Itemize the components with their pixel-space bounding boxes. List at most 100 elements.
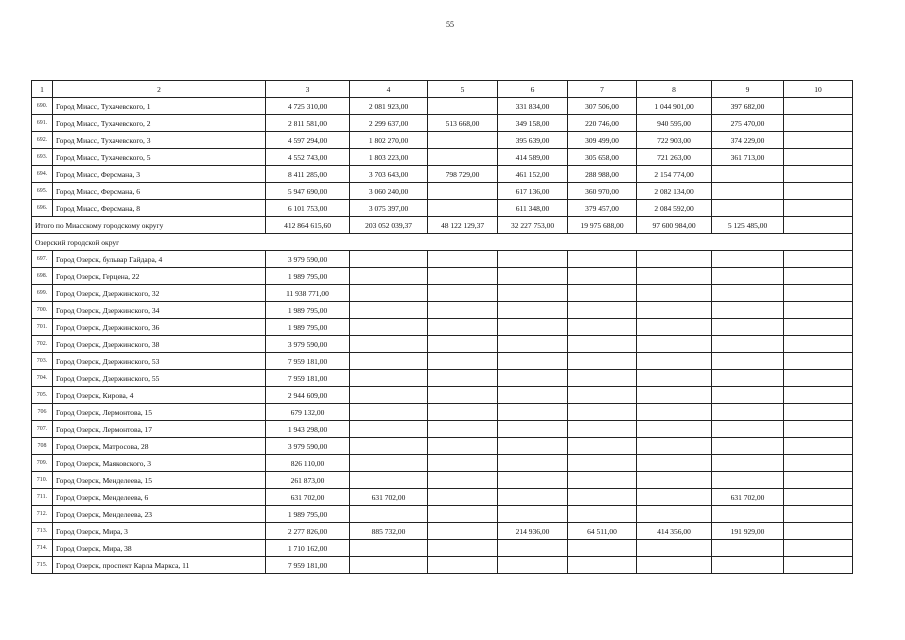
value-cell — [636, 301, 712, 319]
header-row: 1 2 3 4 5 6 7 8 9 10 — [31, 80, 853, 98]
column-header: 7 — [567, 80, 637, 98]
value-cell: 1 044 901,00 — [636, 97, 712, 115]
value-cell — [349, 267, 428, 285]
value-cell: 461 152,00 — [497, 165, 568, 183]
table-row: 698. Город Озерск, Герцена, 22 1 989 795,0… — [31, 267, 853, 285]
value-cell — [711, 539, 784, 557]
value-cell: 397 682,00 — [711, 97, 784, 115]
table-row: 707. Город Озерск, Лермонтова, 17 1 943 29… — [31, 420, 853, 438]
value-cell — [783, 522, 853, 540]
total-label: Итого по Миасскому городскому округу — [31, 216, 266, 234]
value-cell — [711, 165, 784, 183]
row-number: 714. — [31, 539, 53, 557]
value-cell: 379 457,00 — [567, 199, 637, 217]
value-cell — [567, 505, 637, 523]
column-header: 4 — [349, 80, 428, 98]
table-row: 699. Город Озерск, Дзержинского, 32 11 938… — [31, 284, 853, 302]
column-header: 1 — [31, 80, 53, 98]
value-cell — [636, 437, 712, 455]
row-number: 715. — [31, 556, 53, 574]
value-cell — [349, 403, 428, 421]
value-cell: 3 979 590,00 — [265, 437, 350, 455]
value-cell: 331 834,00 — [497, 97, 568, 115]
section-row: Озерский городской округ — [31, 233, 853, 251]
value-cell — [711, 301, 784, 319]
value-cell — [711, 250, 784, 268]
address-cell: Город Миасс, Тухачевского, 1 — [52, 97, 266, 115]
value-cell — [427, 250, 498, 268]
value-cell — [783, 148, 853, 166]
row-number: 713. — [31, 522, 53, 540]
value-cell: 940 595,00 — [636, 114, 712, 132]
value-cell — [427, 437, 498, 455]
value-cell — [497, 335, 568, 353]
value-cell — [427, 301, 498, 319]
total-value: 32 227 753,00 — [497, 216, 568, 234]
address-cell: Город Озерск, Дзержинского, 55 — [52, 369, 266, 387]
address-cell: Город Озерск, Герцена, 22 — [52, 267, 266, 285]
value-cell: 721 263,00 — [636, 148, 712, 166]
value-cell: 360 970,00 — [567, 182, 637, 200]
value-cell — [427, 352, 498, 370]
total-value: 48 122 129,37 — [427, 216, 498, 234]
value-cell: 2 084 592,00 — [636, 199, 712, 217]
row-number: 701. — [31, 318, 53, 336]
value-cell — [497, 454, 568, 472]
value-cell — [783, 131, 853, 149]
total-value — [783, 216, 853, 234]
value-cell — [497, 352, 568, 370]
value-cell — [711, 505, 784, 523]
address-cell: Город Озерск, бульвар Гайдара, 4 — [52, 250, 266, 268]
value-cell: 611 348,00 — [497, 199, 568, 217]
row-number: 692. — [31, 131, 53, 149]
value-cell — [427, 131, 498, 149]
address-cell: Город Озерск, Матросова, 28 — [52, 437, 266, 455]
value-cell — [636, 539, 712, 557]
value-cell — [497, 488, 568, 506]
value-cell: 361 713,00 — [711, 148, 784, 166]
value-cell — [783, 267, 853, 285]
row-number: 702. — [31, 335, 53, 353]
value-cell — [636, 267, 712, 285]
value-cell: 64 511,00 — [567, 522, 637, 540]
value-cell — [427, 369, 498, 387]
table-row: 700. Город Озерск, Дзержинского, 34 1 989 … — [31, 301, 853, 319]
value-cell: 798 729,00 — [427, 165, 498, 183]
value-cell — [783, 199, 853, 217]
value-cell: 395 639,00 — [497, 131, 568, 149]
value-cell — [783, 488, 853, 506]
value-cell — [567, 420, 637, 438]
value-cell — [349, 318, 428, 336]
value-cell — [427, 148, 498, 166]
row-number: 691. — [31, 114, 53, 132]
value-cell: 617 136,00 — [497, 182, 568, 200]
value-cell — [567, 539, 637, 557]
value-cell — [427, 539, 498, 557]
value-cell: 7 959 181,00 — [265, 352, 350, 370]
value-cell — [349, 352, 428, 370]
data-table: 1 2 3 4 5 6 7 8 9 10 690. Город Миасс, Тухачевского… — [31, 80, 853, 574]
value-cell: 220 746,00 — [567, 114, 637, 132]
value-cell — [567, 437, 637, 455]
address-cell: Город Миасс, Тухачевского, 2 — [52, 114, 266, 132]
value-cell — [497, 420, 568, 438]
address-cell: Город Озерск, Мира, 3 — [52, 522, 266, 540]
value-cell — [783, 369, 853, 387]
value-cell — [497, 471, 568, 489]
value-cell — [497, 267, 568, 285]
address-cell: Город Миасс, Тухачевского, 5 — [52, 148, 266, 166]
row-number: 711. — [31, 488, 53, 506]
value-cell: 275 470,00 — [711, 114, 784, 132]
value-cell — [636, 505, 712, 523]
value-cell — [711, 403, 784, 421]
value-cell — [497, 284, 568, 302]
row-number: 707. — [31, 420, 53, 438]
address-cell: Город Миасс, Ферсмана, 8 — [52, 199, 266, 217]
value-cell: 3 075 397,00 — [349, 199, 428, 217]
value-cell: 826 110,00 — [265, 454, 350, 472]
value-cell: 679 132,00 — [265, 403, 350, 421]
table-row: 710. Город Озерск, Менделеева, 15 261 873,… — [31, 471, 853, 489]
